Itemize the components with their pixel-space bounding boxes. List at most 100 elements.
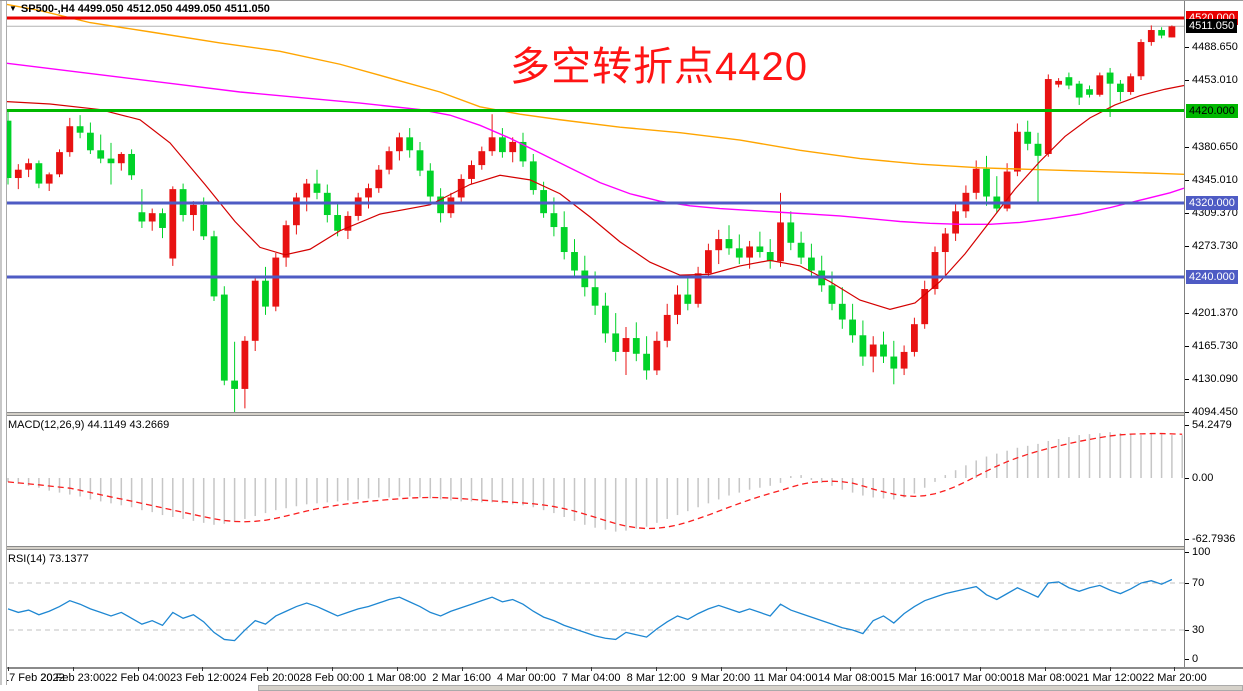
candle-body [808, 257, 815, 271]
candle-body [251, 280, 259, 341]
candle-body [1065, 77, 1073, 86]
candle-body [972, 168, 980, 193]
candle-body [313, 183, 321, 193]
rsi-indicator-panel[interactable]: RSI(14) 73.1377 [0, 550, 1184, 667]
rsi-label: RSI(14) 73.1377 [8, 553, 89, 565]
axis-tick [1185, 478, 1189, 479]
axis-tick [1185, 425, 1189, 427]
candle-body [354, 197, 362, 216]
axis-tick [1185, 583, 1189, 585]
candle-body [200, 204, 208, 237]
time-tick-label: 24 Feb 20:00 [234, 672, 300, 684]
macd-histogram [7, 432, 1183, 532]
candle-body [797, 242, 805, 258]
candle-body [1137, 42, 1145, 77]
time-tick [137, 667, 139, 671]
candle-body [159, 213, 166, 228]
candle-body [87, 132, 94, 151]
time-tick [591, 667, 593, 671]
panel-divider[interactable] [0, 546, 1243, 550]
macd-signal-line [7, 432, 1183, 530]
time-tick-label: 7 Mar 04:00 [561, 672, 621, 684]
candles [4, 25, 1176, 413]
candle-body [35, 163, 43, 184]
candle-body [828, 285, 836, 304]
candle-body [735, 248, 743, 258]
price-axis[interactable]: 4488.650 4453.010 4380.650 4345.010 4309.370… [1184, 1, 1243, 667]
rsi-line [7, 578, 1173, 642]
macd-canvas[interactable] [0, 416, 1184, 546]
macd-label: MACD(12,26,9) 44.1149 43.2669 [8, 419, 170, 431]
candle-body [756, 246, 764, 253]
time-tick [72, 667, 74, 671]
candle-body [694, 273, 702, 304]
candle-body [396, 137, 403, 152]
axis-tick [1185, 245, 1189, 247]
symbol-ohlc-text: SP500-,H4 4499.050 4512.050 4499.050 451… [20, 3, 270, 15]
time-tick [202, 667, 204, 671]
time-tick-label: 23 Feb 12:00 [169, 672, 235, 684]
candle-body [983, 168, 990, 197]
candle-body [76, 126, 84, 133]
price-line-badge: 4320.000 [1186, 196, 1238, 210]
candle-body [1075, 83, 1083, 98]
time-tick [720, 667, 722, 671]
candle-body [220, 294, 228, 381]
candle-body [602, 305, 609, 334]
panel-divider[interactable] [0, 412, 1243, 416]
macd-indicator-panel[interactable]: MACD(12,26,9) 44.1149 43.2669 [0, 416, 1184, 546]
candle-body [210, 236, 218, 297]
candle-body [787, 222, 795, 243]
rsi-canvas[interactable] [0, 550, 1184, 667]
candle-body [674, 294, 681, 315]
candle-body [293, 197, 300, 226]
time-tick-label: 18 Mar 08:00 [1012, 672, 1078, 684]
time-tick-label: 1 Mar 08:00 [367, 672, 427, 684]
time-tick [1109, 667, 1111, 671]
symbol-info: ▼ SP500-,H4 4499.050 4512.050 4499.050 45… [9, 3, 270, 15]
price-chart-panel[interactable]: ▼ SP500-,H4 4499.050 4512.050 4499.050 45… [0, 1, 1184, 413]
candle-body [107, 158, 115, 164]
panel-divider [0, 667, 1243, 669]
time-tick [1044, 667, 1046, 671]
time-tick [526, 667, 528, 671]
candle-body [14, 169, 22, 179]
time-tick-label: 17 Mar 00:00 [947, 672, 1013, 684]
time-tick [1174, 667, 1176, 671]
time-axis[interactable]: 17 Feb 2022 20 Feb 23:00 22 Feb 04:00 23 Fe… [0, 667, 1243, 685]
candle-body [550, 213, 558, 228]
axis-tick [1185, 345, 1189, 347]
candle-body [1055, 80, 1062, 85]
candle-body [117, 153, 125, 164]
candle-body [66, 126, 74, 153]
candle-body [941, 233, 949, 253]
candle-body [777, 222, 784, 262]
chevron-down-icon[interactable]: ▼ [9, 4, 17, 13]
price-tick-label: 4273.730 [1192, 239, 1238, 252]
time-tick [850, 667, 852, 671]
ma-slow-orange-line [0, 2, 1184, 176]
price-line-badge: 4511.050 [1186, 19, 1238, 34]
candle-body [1158, 30, 1165, 36]
candle-body [725, 239, 733, 249]
candle-body [900, 351, 908, 369]
candle-body [880, 344, 887, 357]
candle-body [375, 169, 383, 189]
candle-body [231, 380, 238, 389]
axis-tick [1185, 212, 1189, 214]
candle-body [1003, 171, 1011, 209]
time-tick-label: 8 Mar 12:00 [626, 672, 686, 684]
horizontal-scrollbar [0, 685, 1243, 691]
candle-body [859, 335, 867, 357]
time-tick-label: 9 Mar 20:00 [691, 672, 751, 684]
price-chart-canvas[interactable] [0, 1, 1184, 413]
time-tick-label: 20 Feb 23:00 [40, 672, 106, 684]
axis-tick [1185, 146, 1189, 148]
candle-body [499, 137, 506, 153]
candle-body [571, 252, 578, 271]
time-tick [461, 667, 463, 671]
scrollbar-thumb[interactable] [258, 685, 1243, 691]
ma-medium-magenta-line [0, 61, 1184, 225]
candle-body [663, 314, 671, 341]
